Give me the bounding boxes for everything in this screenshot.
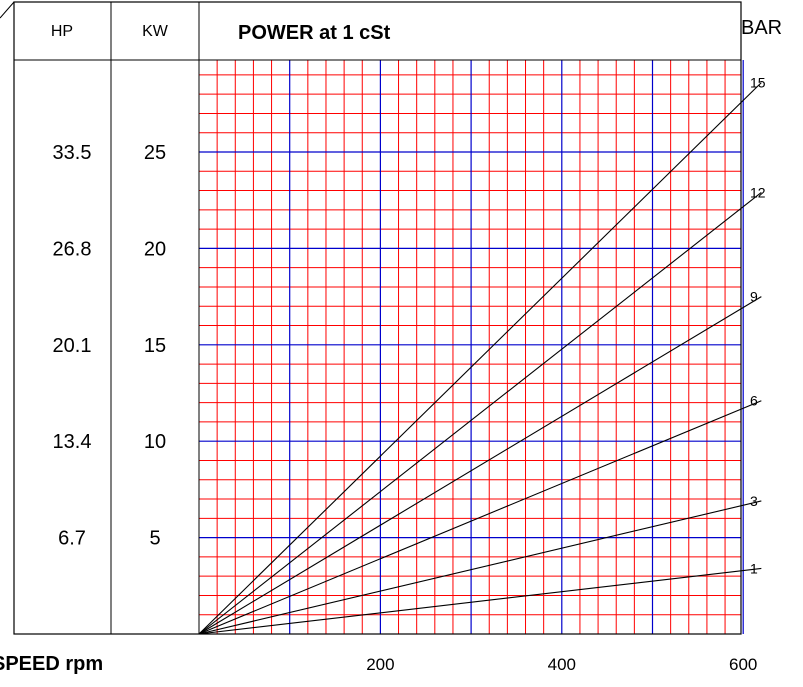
kw-tick-label: 20 [144, 238, 166, 260]
hp-tick-label: 33.5 [53, 142, 92, 164]
series-line-bar-9 [198, 296, 762, 635]
series-label-bar-3: 3 [750, 493, 758, 509]
bar-header: BAR [741, 17, 782, 39]
hp-tick-label: 13.4 [53, 431, 92, 453]
corner-slash [0, 1, 15, 19]
x-tick-label: 600 [729, 655, 757, 674]
kw-tick-label: 15 [144, 335, 166, 357]
series-lines [198, 82, 762, 635]
series-line-bar-12 [198, 192, 762, 635]
x-axis-label: SPEED rpm [0, 653, 103, 675]
outer-frame [13, 1, 742, 635]
kw-tick-label: 10 [144, 431, 166, 453]
chart-title: POWER at 1 cSt [238, 22, 391, 44]
labels: HP KW POWER at 1 cSt BAR SPEED rpm 15129… [0, 17, 782, 675]
series-line-bar-15 [198, 82, 762, 635]
grid [199, 60, 744, 634]
series-label-bar-1: 1 [750, 560, 758, 576]
hp-header: HP [51, 23, 73, 40]
x-tick-label: 400 [548, 655, 576, 674]
series-line-bar-3 [198, 500, 762, 635]
series-label-bar-15: 15 [750, 75, 766, 91]
x-tick-label: 200 [366, 655, 394, 674]
hp-tick-label: 26.8 [53, 238, 92, 260]
kw-tick-label: 25 [144, 142, 166, 164]
series-line-bar-6 [198, 400, 762, 635]
table-frame [0, 1, 742, 635]
kw-tick-label: 5 [149, 528, 160, 550]
series-label-bar-9: 9 [750, 289, 758, 305]
series-label-bar-6: 6 [750, 393, 758, 409]
hp-tick-label: 20.1 [53, 335, 92, 357]
series-line-bar-1 [198, 567, 762, 635]
kw-header: KW [142, 23, 169, 40]
series-label-bar-12: 12 [750, 184, 766, 200]
hp-tick-label: 6.7 [58, 528, 86, 550]
